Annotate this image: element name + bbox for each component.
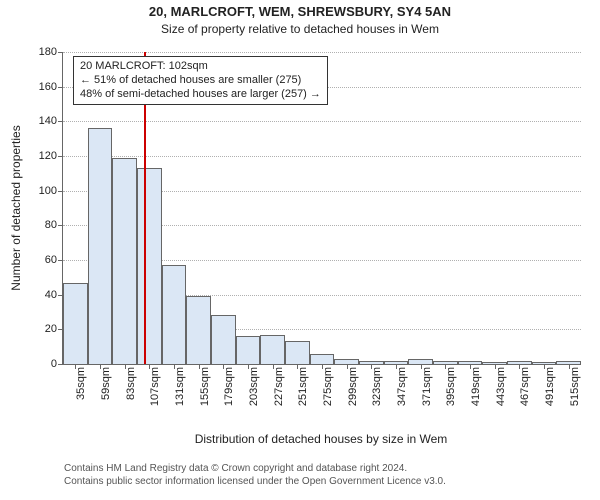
ytick-label: 100 <box>39 185 63 197</box>
bar <box>310 354 335 364</box>
bar <box>63 283 88 364</box>
chart-title: 20, MARLCROFT, WEM, SHREWSBURY, SY4 5AN <box>0 4 600 19</box>
x-axis-label: Distribution of detached houses by size … <box>62 432 580 446</box>
xtick-label: 395sqm <box>445 367 457 406</box>
bar <box>162 265 187 364</box>
xtick-label: 443sqm <box>495 367 507 406</box>
gridline <box>63 121 581 122</box>
chart-container: 20, MARLCROFT, WEM, SHREWSBURY, SY4 5AN … <box>0 0 600 500</box>
xtick-label: 83sqm <box>125 367 137 400</box>
bar <box>236 336 261 364</box>
callout-line-1: 20 MARLCROFT: 102sqm <box>80 60 321 74</box>
xtick-label: 107sqm <box>149 367 161 406</box>
bar <box>186 296 211 364</box>
ytick-label: 160 <box>39 81 63 93</box>
bar <box>260 335 285 364</box>
xtick-label: 227sqm <box>273 367 285 406</box>
callout-box: 20 MARLCROFT: 102sqm ← 51% of detached h… <box>73 56 328 105</box>
xtick-label: 275sqm <box>322 367 334 406</box>
ytick-label: 140 <box>39 115 63 127</box>
xtick-label: 515sqm <box>569 367 581 406</box>
xtick-label: 179sqm <box>223 367 235 406</box>
y-axis-label: Number of detached properties <box>9 125 23 290</box>
xtick-label: 371sqm <box>421 367 433 406</box>
xtick-label: 467sqm <box>519 367 531 406</box>
plot-area: 02040608010012014016018035sqm59sqm83sqm1… <box>62 52 581 365</box>
ytick-label: 60 <box>45 254 63 266</box>
xtick-label: 347sqm <box>396 367 408 406</box>
attribution-line-1: Contains HM Land Registry data © Crown c… <box>64 462 446 475</box>
ytick-label: 180 <box>39 46 63 58</box>
bar <box>285 341 310 364</box>
xtick-label: 323sqm <box>371 367 383 406</box>
ytick-label: 20 <box>45 323 63 335</box>
xtick-label: 131sqm <box>174 367 186 406</box>
xtick-label: 59sqm <box>100 367 112 400</box>
ytick-label: 0 <box>51 358 63 370</box>
callout-line-3: 48% of semi-detached houses are larger (… <box>80 88 321 102</box>
attribution: Contains HM Land Registry data © Crown c… <box>64 462 446 488</box>
gridline <box>63 156 581 157</box>
callout-line-2: ← 51% of detached houses are smaller (27… <box>80 74 321 88</box>
ytick-label: 40 <box>45 289 63 301</box>
ytick-label: 120 <box>39 150 63 162</box>
xtick-label: 419sqm <box>470 367 482 406</box>
gridline <box>63 52 581 53</box>
xtick-label: 203sqm <box>248 367 260 406</box>
xtick-label: 35sqm <box>75 367 87 400</box>
xtick-label: 299sqm <box>347 367 359 406</box>
ytick-label: 80 <box>45 219 63 231</box>
xtick-label: 491sqm <box>544 367 556 406</box>
xtick-label: 251sqm <box>297 367 309 406</box>
attribution-line-2: Contains public sector information licen… <box>64 475 446 488</box>
bar <box>137 168 162 364</box>
bar <box>211 315 236 364</box>
xtick-label: 155sqm <box>199 367 211 406</box>
chart-subtitle: Size of property relative to detached ho… <box>0 22 600 36</box>
bar <box>112 158 137 364</box>
bar <box>88 128 113 364</box>
